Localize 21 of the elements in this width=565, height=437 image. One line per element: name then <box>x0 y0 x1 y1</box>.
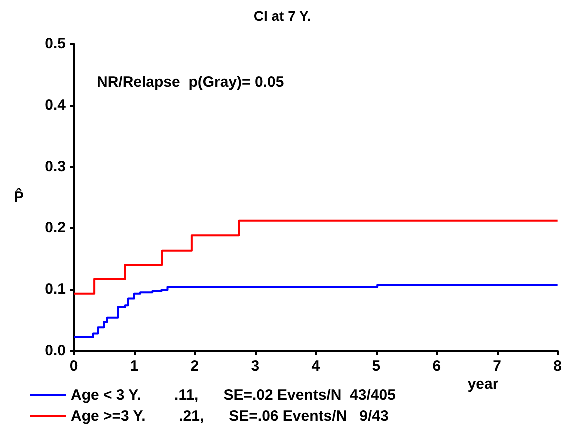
chart-title: CI at 7 Y. <box>254 8 312 24</box>
y-tick-label: 0.2 <box>45 220 66 237</box>
x-axis-title: year <box>468 376 499 393</box>
y-tick-label: 0.3 <box>45 158 66 176</box>
y-tick-label: 0.4 <box>45 96 67 114</box>
y-tick-label: 0.0 <box>45 342 66 360</box>
x-tick-label: 4 <box>312 358 321 375</box>
y-tick-label: 0.5 <box>45 36 66 52</box>
x-tick-label: 1 <box>130 358 139 375</box>
x-tick-label: 7 <box>493 358 502 375</box>
x-tick-label: 3 <box>251 358 260 375</box>
x-tick-label: 8 <box>554 358 562 375</box>
x-tick-label: 6 <box>432 358 442 375</box>
y-axis-title: P̂ <box>14 187 24 206</box>
annotation: NR/Relapse p(Gray)= 0.05 <box>97 74 284 91</box>
legend-label: Age >=3 Y. .21, SE=.06 Events/N 9/43 <box>71 408 389 425</box>
x-tick-label: 2 <box>190 358 200 375</box>
y-tick-label: 0.1 <box>45 281 66 298</box>
legend-label: Age < 3 Y. .11, SE=.02 Events/N 43/405 <box>71 387 396 404</box>
x-tick-label: 0 <box>70 358 78 375</box>
x-tick-label: 5 <box>372 358 381 375</box>
